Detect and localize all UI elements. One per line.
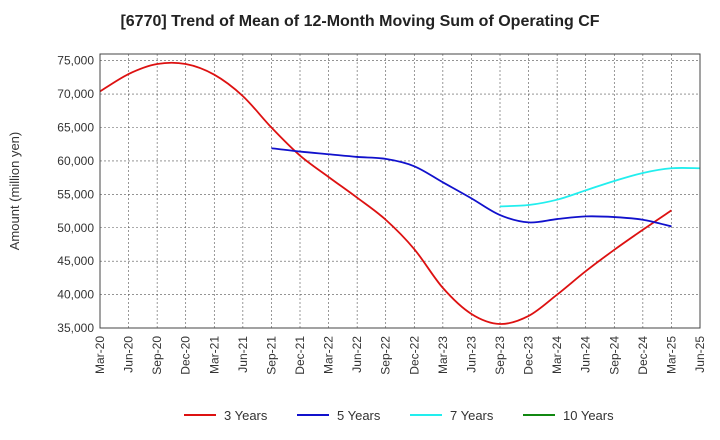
- legend-label-5-years: 5 Years: [337, 408, 381, 423]
- y-tick-labels: 35,000 40,000 45,000 50,000 55,000 60,000 65,0…: [57, 54, 94, 335]
- x-tick-label: Mar-21: [207, 336, 221, 374]
- chart-title: [6770] Trend of Mean of 12-Month Moving …: [120, 13, 599, 30]
- x-tick-label: Sep-23: [493, 336, 507, 375]
- x-tick-label: Jun-20: [122, 336, 136, 373]
- grid: [99, 54, 701, 329]
- x-tick-label: Jun-25: [693, 336, 707, 373]
- series-line-3-years: [99, 61, 672, 325]
- y-tick-label: 40,000: [57, 288, 94, 302]
- x-tick-label: Sep-22: [379, 336, 393, 375]
- legend-label-3-years: 3 Years: [224, 408, 268, 423]
- x-tick-label: Dec-24: [636, 336, 650, 375]
- x-tick-label: Sep-21: [264, 336, 278, 375]
- x-tick-label: Mar-23: [436, 336, 450, 374]
- x-tick-label: Mar-22: [322, 336, 336, 374]
- plot-frame: [99, 53, 701, 329]
- y-tick-label: 60,000: [57, 154, 94, 168]
- y-tick-label: 75,000: [57, 54, 94, 68]
- x-tick-label: Mar-20: [93, 336, 107, 374]
- x-tick-label: Mar-25: [664, 336, 678, 374]
- x-tick-label: Mar-24: [550, 336, 564, 374]
- series-line-5-years: [271, 147, 672, 228]
- legend-label-10-years: 10 Years: [563, 408, 614, 423]
- x-tick-label: Jun-24: [579, 336, 593, 373]
- x-tick-label: Dec-21: [293, 336, 307, 375]
- x-tick-label: Dec-20: [179, 336, 193, 375]
- y-tick-label: 50,000: [57, 221, 94, 235]
- y-tick-label: 35,000: [57, 321, 94, 335]
- x-tick-label: Jun-23: [464, 336, 478, 373]
- x-tick-labels: Mar-20 Jun-20 Sep-20 Dec-20 Mar-21 Jun-21 Sep-…: [93, 336, 707, 375]
- y-tick-label: 65,000: [57, 121, 94, 135]
- legend: 3 Years 5 Years 7 Years 10 Years: [184, 408, 614, 423]
- y-axis-label: Amount (million yen): [7, 132, 22, 251]
- x-tick-label: Dec-23: [522, 336, 536, 375]
- series-lines: [99, 61, 701, 325]
- x-tick-label: Sep-20: [150, 336, 164, 375]
- y-tick-label: 70,000: [57, 87, 94, 101]
- series-line-7-years: [499, 167, 701, 208]
- x-tick-label: Sep-24: [607, 336, 621, 375]
- x-tick-label: Dec-22: [407, 336, 421, 375]
- x-tick-label: Jun-21: [236, 336, 250, 373]
- y-tick-label: 45,000: [57, 254, 94, 268]
- x-tick-label: Jun-22: [350, 336, 364, 373]
- legend-label-7-years: 7 Years: [450, 408, 494, 423]
- y-tick-label: 55,000: [57, 187, 94, 201]
